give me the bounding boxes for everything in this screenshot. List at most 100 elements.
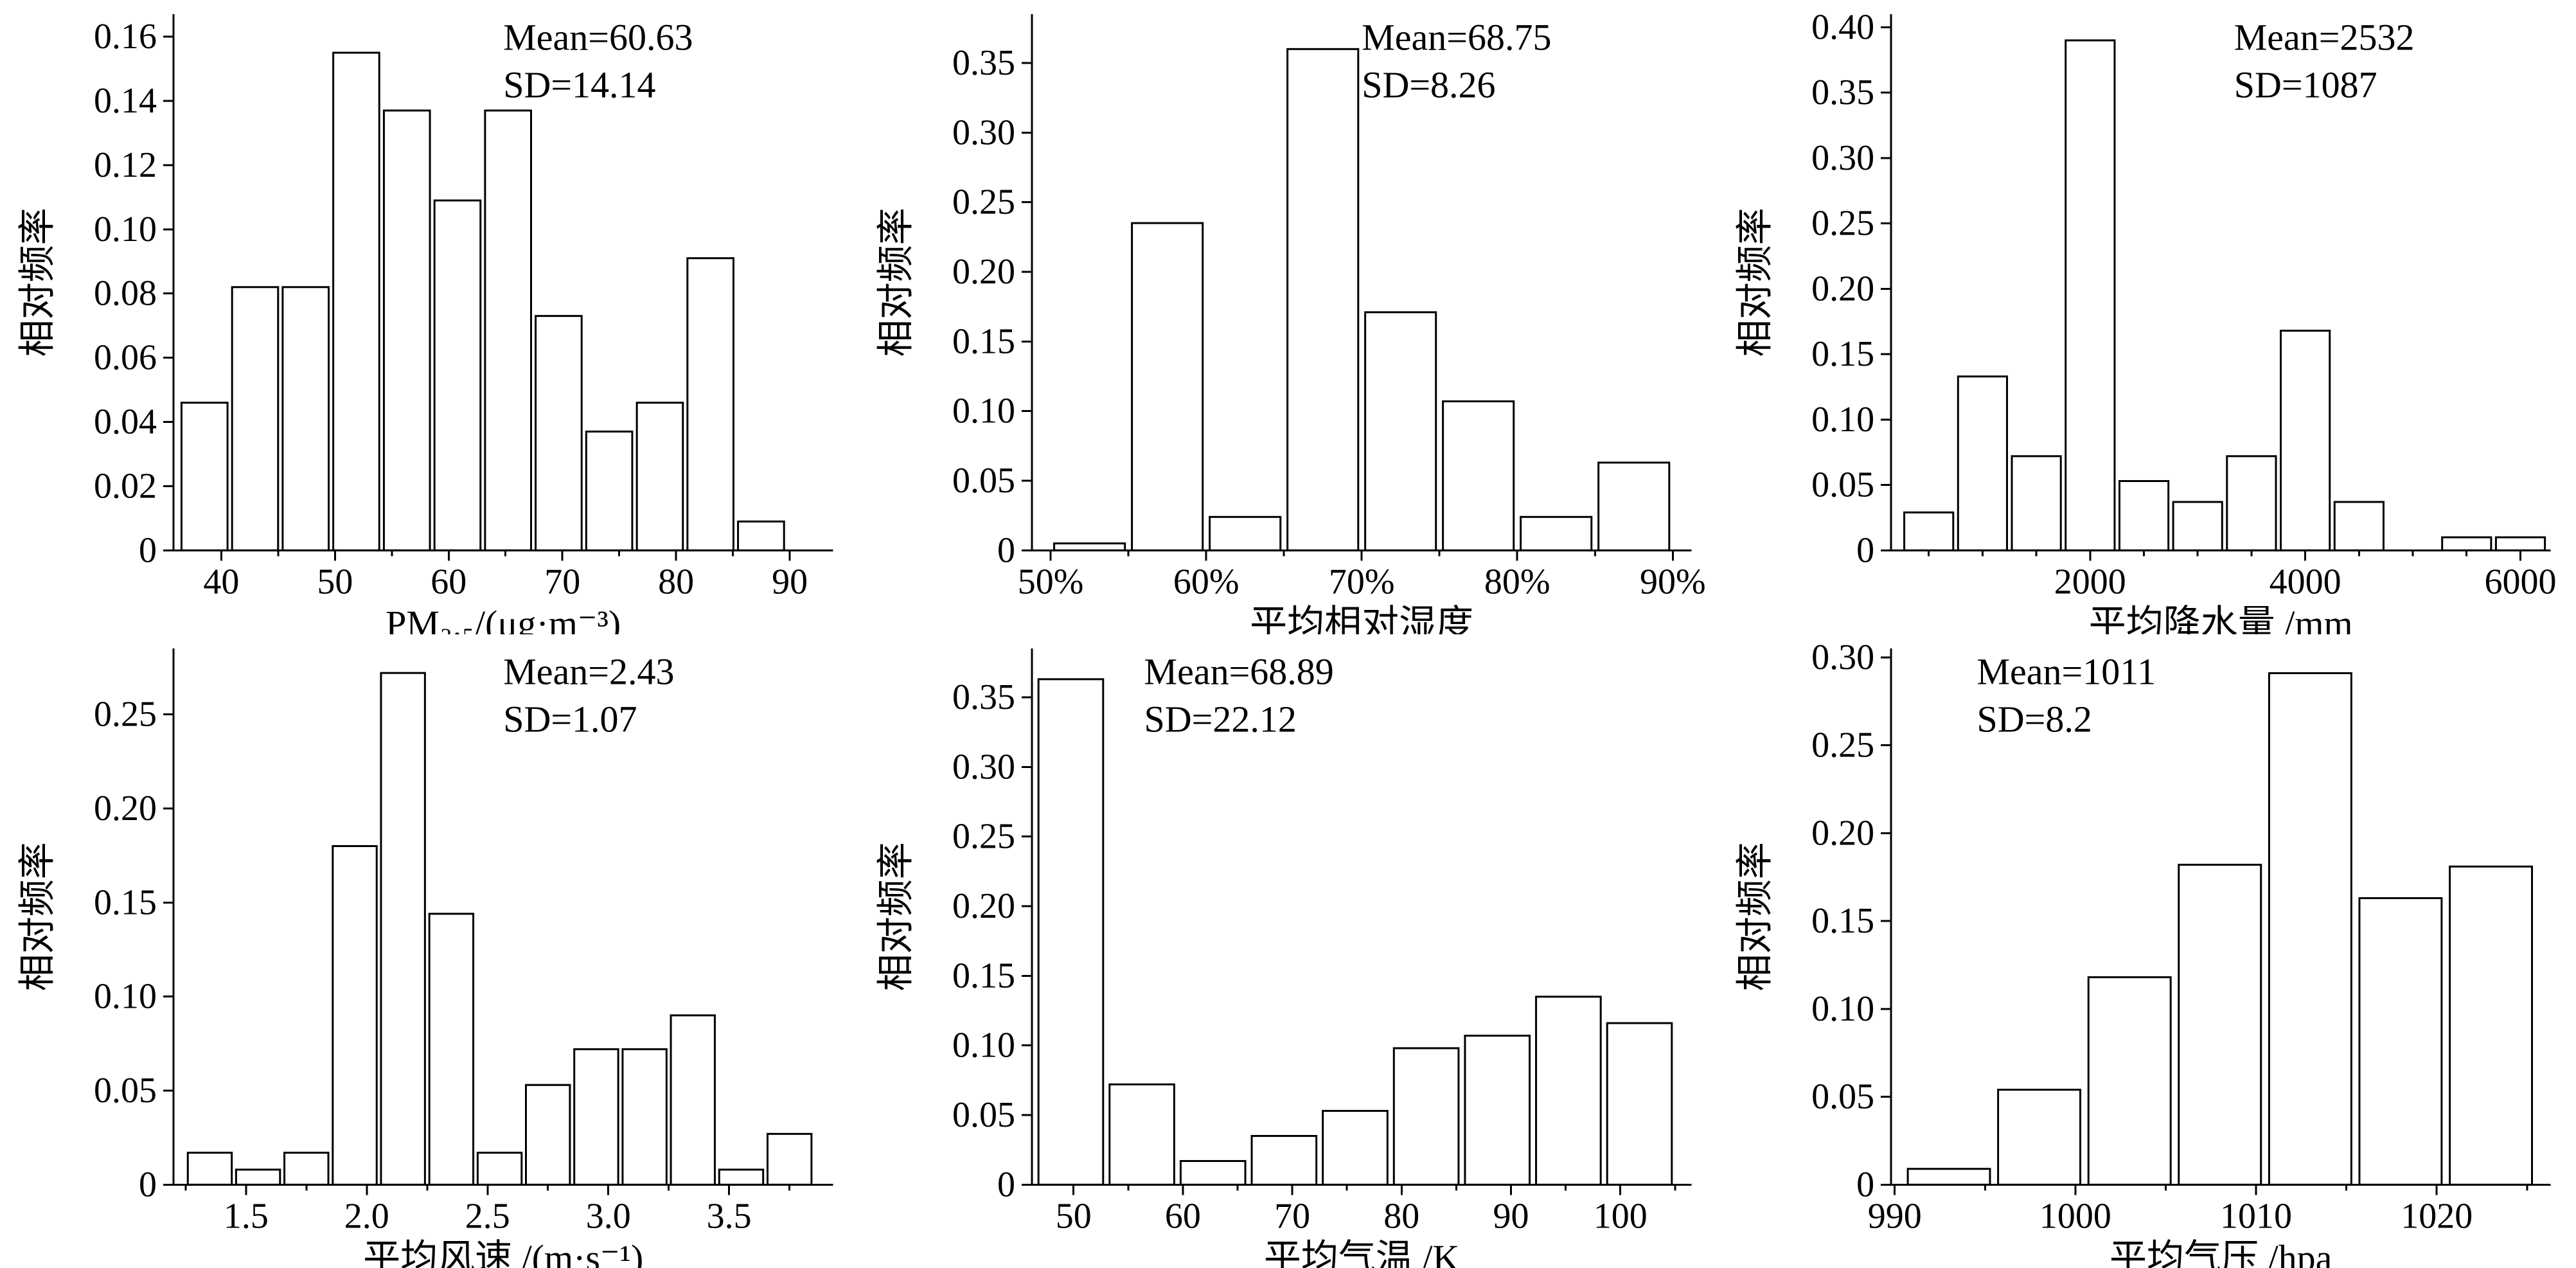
y-tick-label: 0.02 [94, 466, 157, 506]
y-axis-label: 相对频率 [875, 208, 917, 357]
x-tick-label: 40 [203, 562, 239, 602]
x-tick-label: 70 [544, 562, 580, 602]
x-tick-label: 4000 [2269, 562, 2341, 602]
x-tick-label: 70% [1329, 562, 1395, 602]
x-tick-label: 80 [658, 562, 694, 602]
histogram-bar [670, 1014, 716, 1186]
histogram-bar [1957, 375, 2008, 551]
histogram-bar [2358, 897, 2443, 1186]
y-tick-label: 0.16 [94, 17, 157, 57]
y-tick-label: 0.35 [1811, 73, 1874, 112]
histogram-bar [1131, 222, 1204, 551]
histogram-bar [1108, 1083, 1176, 1186]
histogram-bar [2087, 976, 2172, 1186]
histogram-bar [332, 51, 380, 551]
histogram-bar [1250, 1134, 1318, 1186]
histogram-bar [428, 912, 475, 1186]
histogram-bar [2448, 865, 2533, 1186]
y-axis-label: 相对频率 [1734, 842, 1775, 991]
histogram-bar [332, 844, 378, 1186]
y-tick-label: 0.10 [952, 391, 1015, 431]
histogram-bar [1209, 515, 1282, 551]
histogram-bar [1322, 1109, 1389, 1186]
mean-annotation: Mean=68.89 [1144, 650, 1334, 692]
y-tick-label: 0.05 [94, 1070, 157, 1110]
y-tick-label: 0.12 [94, 145, 157, 185]
histogram-bar [281, 286, 330, 551]
histogram-bar [573, 1048, 619, 1186]
y-tick-label: 0.30 [952, 112, 1015, 152]
x-tick-label: 80 [1384, 1196, 1420, 1236]
y-tick-label: 0.25 [952, 816, 1015, 856]
sd-annotation: SD=14.14 [503, 64, 655, 106]
x-tick-label: 1.5 [224, 1196, 269, 1236]
y-axis-label: 相对频率 [17, 842, 58, 991]
y-tick-label: 0.10 [94, 976, 157, 1016]
histogram-bar [2172, 501, 2223, 551]
x-tick-label: 60% [1173, 562, 1239, 602]
x-tick-label: 2.0 [344, 1196, 389, 1236]
histogram-bar [1053, 542, 1126, 551]
histogram-bar [2279, 330, 2331, 551]
y-tick-label: 0.04 [94, 402, 157, 442]
histogram-bar [1180, 1159, 1247, 1186]
y-tick-label: 0.20 [1811, 269, 1874, 308]
y-tick-label: 0.20 [1811, 813, 1874, 853]
y-tick-label: 0.15 [952, 956, 1015, 996]
histogram-bar [2064, 39, 2116, 551]
y-tick-label: 0.05 [952, 1095, 1015, 1135]
chart-humidity-histogram: 50% 60% 70% 80% 90% 0 0.05 0.10 0.15 0.20 0.25 0.30… [875, 14, 1706, 634]
x-axis-label: 平均风速 /(m·s⁻¹) [363, 1237, 643, 1268]
histogram-bar [686, 257, 734, 551]
histogram-bar [2011, 455, 2062, 551]
y-tick-label: 0.25 [952, 183, 1015, 222]
x-tick-label: 100 [1594, 1196, 1648, 1236]
histogram-bar [2333, 501, 2385, 551]
x-tick-label: 2000 [2054, 562, 2126, 602]
x-tick-label: 50 [1056, 1196, 1092, 1236]
y-tick-label: 0.30 [1811, 138, 1874, 178]
mean-annotation: Mean=2.43 [503, 650, 674, 692]
histogram-bar [1286, 48, 1360, 551]
histogram-bar [1037, 677, 1105, 1186]
x-tick-label: 3.0 [586, 1196, 631, 1236]
chart-wind-speed-histogram: 1.5 2.0 2.5 3.0 3.5 0 0.05 0.10 0.15 0.20 0.25 平均风速… [17, 648, 833, 1268]
histogram-bar [1535, 995, 1603, 1186]
sd-annotation: SD=8.26 [1362, 64, 1496, 106]
x-tick-label: 80% [1484, 562, 1550, 602]
x-tick-label: 90 [1493, 1196, 1529, 1236]
y-tick-label: 0.15 [1811, 334, 1874, 374]
histogram-bar [382, 109, 431, 551]
histogram-bar [283, 1151, 330, 1186]
x-tick-label: 50% [1018, 562, 1084, 602]
y-tick-label: 0.25 [1811, 725, 1874, 765]
histogram-bar [2268, 672, 2352, 1186]
histogram-bar [585, 430, 634, 551]
histogram-bar [380, 672, 426, 1186]
x-tick-label: 60 [431, 562, 466, 602]
histogram-bar [476, 1151, 523, 1186]
histogram-bar [621, 1048, 668, 1186]
y-tick-label: 0 [139, 530, 157, 570]
x-tick-label: 1020 [2401, 1196, 2473, 1236]
histogram-bar [2225, 455, 2277, 551]
y-tick-label: 0 [139, 1165, 157, 1204]
x-axis-label: 平均气温 /K [1264, 1237, 1460, 1268]
y-tick-label: 0.20 [94, 788, 157, 828]
y-axis-label: 相对频率 [875, 842, 917, 991]
sd-annotation: SD=1087 [2234, 64, 2377, 106]
y-tick-label: 0.10 [94, 210, 157, 249]
chart-pressure-histogram: 990 1000 1010 1020 0 0.05 0.10 0.15 0.20 0.25 0.30… [1734, 637, 2550, 1268]
sd-annotation: SD=1.07 [503, 698, 637, 740]
histogram-bar [1464, 1034, 1531, 1186]
y-tick-label: 0.40 [1811, 7, 1874, 47]
histogram-bar [484, 109, 533, 551]
y-tick-label: 0.05 [1811, 465, 1874, 505]
histogram-bar [231, 286, 280, 551]
y-tick-label: 0.10 [1811, 400, 1874, 440]
x-axis-label: 平均降水量 /mm [2088, 603, 2352, 634]
x-tick-label: 50 [317, 562, 353, 602]
histogram-bar [2177, 863, 2262, 1186]
x-axis-label: 平均气压 /hpa [2110, 1237, 2332, 1268]
